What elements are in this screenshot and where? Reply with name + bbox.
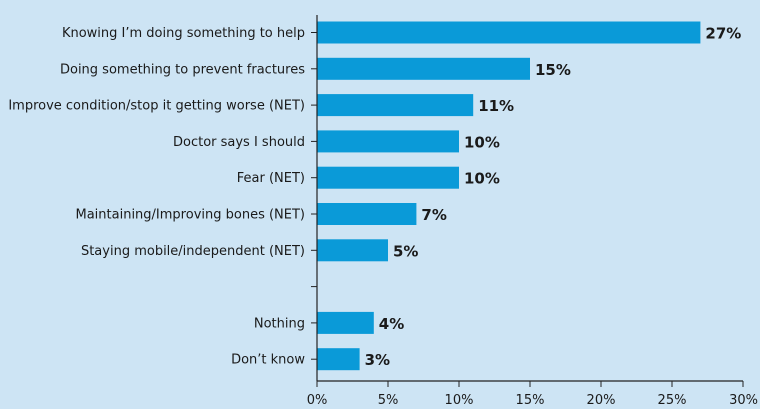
bar: [317, 239, 388, 262]
category-label: Staying mobile/independent (NET): [81, 244, 305, 259]
axes-group: [311, 15, 744, 387]
category-label: Fear (NET): [237, 171, 305, 186]
value-label: 27%: [705, 25, 741, 43]
category-label: Nothing: [254, 316, 305, 331]
bar: [317, 130, 459, 153]
bar: [317, 21, 701, 44]
category-label: Doing something to prevent fractures: [60, 62, 305, 77]
value-label: 5%: [393, 242, 418, 260]
bar: [317, 311, 374, 334]
bar: [317, 94, 474, 117]
bar: [317, 203, 417, 225]
bar: [317, 348, 360, 371]
bar: [317, 57, 530, 80]
category-label: Don’t know: [231, 353, 305, 368]
x-tick-label: 0%: [307, 393, 328, 408]
category-label: Maintaining/Improving bones (NET): [76, 208, 306, 223]
x-tick-label: 20%: [587, 393, 616, 408]
value-label: 7%: [421, 206, 446, 224]
value-label: 15%: [535, 61, 571, 79]
category-label: Improve condition/stop it getting worse …: [8, 99, 305, 114]
x-tick-label: 25%: [658, 393, 687, 408]
value-label: 3%: [365, 351, 390, 369]
category-label: Doctor says I should: [173, 135, 305, 150]
labels-group: Knowing I’m doing something to help 27% Do…: [8, 25, 758, 409]
value-label: 10%: [464, 170, 500, 188]
bars-group: [317, 21, 701, 371]
category-label: Knowing I’m doing something to help: [62, 26, 305, 41]
x-tick-label: 10%: [445, 393, 474, 408]
bar: [317, 166, 459, 189]
x-tick-label: 15%: [516, 393, 545, 408]
x-tick-label: 5%: [378, 393, 399, 408]
value-label: 10%: [464, 133, 500, 151]
x-tick-label: 30%: [729, 393, 758, 408]
value-label: 11%: [478, 97, 514, 115]
value-label: 4%: [379, 315, 404, 333]
